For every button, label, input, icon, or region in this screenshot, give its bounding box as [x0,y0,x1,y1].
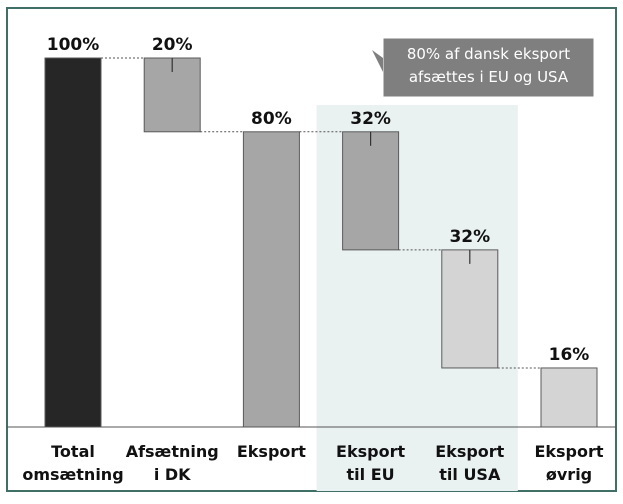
data-label: 100% [47,35,100,55]
data-label: 32% [350,109,391,129]
category-label: til USA [439,465,501,484]
annotation-text: afsættes i EU og USA [409,68,569,86]
bar [44,57,102,428]
bar [342,131,400,251]
data-label: 32% [449,227,490,247]
category-label: Eksport [237,442,306,461]
category-label: Eksport [336,442,405,461]
category-label: Eksport [435,442,504,461]
category-label: Eksport [534,442,603,461]
category-label: Total [51,442,95,461]
category-label: øvrig [546,465,592,484]
data-label: 16% [549,345,590,365]
data-label: 20% [152,35,193,55]
data-label: 80% [251,109,292,129]
category-label: i DK [154,465,191,484]
category-label: Afsætning [126,442,219,461]
bar [441,249,499,369]
category-label: omsætning [22,465,123,484]
bar [540,367,598,428]
bar [242,131,300,428]
category-label: til EU [347,465,395,484]
annotation-pointer [372,50,383,72]
annotation-text: 80% af dansk eksport [407,45,570,63]
